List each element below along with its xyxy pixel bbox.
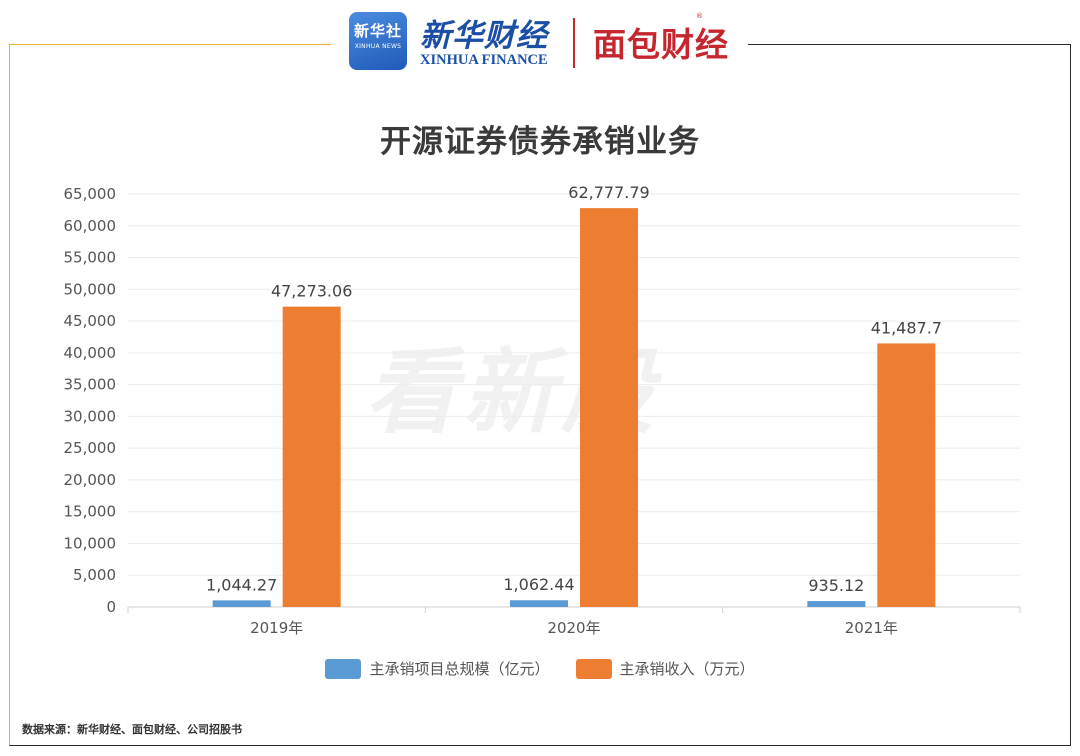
data-label: 41,487.7 — [871, 318, 942, 337]
y-tick-label: 30,000 — [64, 407, 117, 425]
logo-bar: 新华社 XINHUA NEWS 新华财经 XINHUA FINANCE 面包财经… — [340, 8, 740, 74]
legend-item-revenue[interactable]: 主承销收入（万元） — [575, 658, 755, 679]
x-tick-label: 2020年 — [547, 619, 600, 637]
bar[interactable] — [212, 600, 271, 607]
data-source-note: 数据来源：新华财经、面包财经、公司招股书 — [22, 723, 242, 736]
bar[interactable] — [807, 601, 866, 607]
legend: 主承销项目总规模（亿元） 主承销收入（万元） — [0, 658, 1080, 679]
bars — [212, 208, 936, 608]
x-tick-label: 2021年 — [845, 619, 898, 637]
chart-frame — [9, 44, 1071, 746]
xinhua-news-logo: 新华社 XINHUA NEWS — [349, 12, 407, 70]
registered-mark: ® — [696, 12, 703, 20]
bar[interactable] — [282, 306, 341, 607]
y-tick-label: 5,000 — [73, 566, 116, 584]
y-tick-label: 20,000 — [64, 471, 117, 489]
data-label: 47,273.06 — [271, 282, 352, 301]
bar[interactable] — [877, 343, 936, 607]
legend-swatch-revenue — [575, 658, 612, 679]
bar[interactable] — [580, 208, 638, 608]
y-tick-label: 35,000 — [64, 376, 117, 394]
x-axis-ticks: 2019年 2020年 2021年 — [127, 607, 1021, 637]
xinhua-badge-cn: 新华社 — [353, 22, 402, 40]
y-tick-label: 45,000 — [64, 312, 117, 330]
y-tick-label: 40,000 — [64, 344, 117, 362]
xinhua-finance-logo-en: XINHUA FINANCE — [420, 52, 548, 68]
legend-item-scale[interactable]: 主承销项目总规模（亿元） — [325, 658, 550, 679]
xinhua-badge-en: XINHUA NEWS — [354, 43, 402, 50]
grid-layer — [128, 193, 1020, 608]
mianbao-finance-logo: 面包财经 — [593, 25, 729, 64]
bar[interactable] — [510, 600, 568, 607]
y-tick-label: 55,000 — [64, 249, 117, 267]
y-tick-label: 10,000 — [64, 534, 117, 552]
header-rule-right — [748, 44, 1071, 45]
header-rule-left — [9, 44, 331, 45]
y-tick-label: 25,000 — [64, 439, 117, 457]
logo-separator — [573, 18, 575, 68]
data-label: 1,044.27 — [206, 575, 277, 594]
y-tick-label: 15,000 — [64, 503, 117, 521]
data-label: 62,777.79 — [568, 183, 649, 202]
x-tick-label: 2019年 — [250, 619, 303, 637]
data-label: 935.12 — [808, 576, 864, 595]
legend-label-revenue: 主承销收入（万元） — [619, 660, 755, 678]
legend-swatch-scale — [325, 658, 362, 679]
data-label: 1,062.44 — [503, 575, 574, 594]
legend-label-scale: 主承销项目总规模（亿元） — [369, 660, 550, 678]
y-tick-label: 65,000 — [64, 185, 117, 203]
y-tick-label: 0 — [106, 598, 116, 616]
y-tick-label: 60,000 — [64, 217, 117, 235]
y-axis-ticks: 0 5,000 10,000 15,000 20,000 25,000 30,000 35,0… — [64, 185, 117, 616]
chart-title: 开源证券债券承销业务 — [380, 124, 700, 160]
data-labels: 1,044.27 47,273.06 1,062.44 62,777.79 935.12… — [206, 183, 942, 595]
xinhua-finance-logo-cn: 新华财经 — [420, 18, 548, 54]
y-tick-label: 50,000 — [64, 280, 117, 298]
